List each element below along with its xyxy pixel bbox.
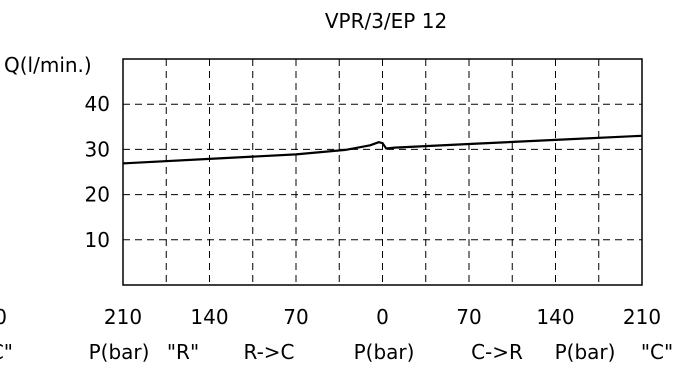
- x-tick-label: 140: [190, 305, 228, 329]
- y-tick-label: 40: [85, 92, 110, 116]
- direction-label: "R": [167, 340, 199, 364]
- x-tick-label: 210: [623, 305, 661, 329]
- y-tick-label: 30: [85, 137, 110, 161]
- direction-label: "C": [641, 340, 673, 364]
- x-tick-labels: 210 140 70 0 70 140 210 0: [0, 305, 661, 329]
- grid-lines: [123, 59, 642, 285]
- x-tick-label: 140: [536, 305, 574, 329]
- x-tick-label: 70: [456, 305, 481, 329]
- direction-label-cut: C": [0, 340, 13, 364]
- direction-labels: P(bar) "R" R->C P(bar) C->R P(bar) "C" C": [0, 340, 673, 364]
- plot-frame: [122, 58, 643, 286]
- x-tick-label: 70: [283, 305, 308, 329]
- x-tick-label: 0: [376, 305, 389, 329]
- y-axis-label: Q(l/min.): [4, 53, 92, 77]
- y-tick-labels: 10 20 30 40: [85, 92, 110, 252]
- direction-label: R->C: [243, 340, 294, 364]
- flow-series-line: [122, 134, 643, 165]
- y-tick-label: 10: [85, 228, 110, 252]
- direction-label: C->R: [471, 340, 523, 364]
- direction-label: P(bar): [354, 340, 415, 364]
- x-tick-label-cut: 0: [0, 305, 7, 329]
- x-tick-label: 210: [104, 305, 142, 329]
- direction-label: P(bar): [555, 340, 616, 364]
- y-tick-label: 20: [85, 183, 110, 207]
- chart-title: VPR/3/EP 12: [325, 9, 447, 33]
- direction-label: P(bar): [89, 340, 150, 364]
